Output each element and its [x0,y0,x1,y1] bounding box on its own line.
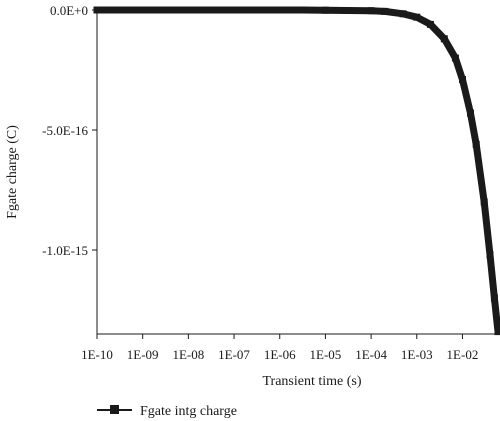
data-point [139,6,147,14]
data-point [467,109,474,117]
x-tick-label: 1E-07 [218,347,250,362]
plot-frame [96,10,498,335]
data-point [252,6,260,14]
legend-label: Fgate intg charge [140,404,237,419]
series-layer [93,6,500,336]
y-axis-title: Fgate charge (C) [5,125,20,219]
data-point [480,198,488,206]
y-tick-label: 0.0E+0 [50,3,88,18]
data-point [230,6,238,14]
data-point [184,6,192,14]
x-tick-label: 1E-10 [81,347,113,362]
x-axis-title: Transient time (s) [262,374,361,389]
data-point [427,20,434,28]
data-point [343,7,351,14]
y-tick-label: -5.0E-16 [42,123,88,138]
data-point [413,13,421,21]
data-point [494,328,500,336]
data-point [161,6,168,14]
legend-marker [110,405,119,414]
x-tick-label: 1E-04 [355,347,387,362]
data-point [367,7,375,15]
data-point [451,54,459,62]
legend: Fgate intg charge [97,404,237,419]
y-tick-label: -1.0E-15 [42,243,88,258]
data-point [486,251,494,259]
data-point [381,7,389,15]
x-tick-label: 1E-02 [447,347,479,362]
data-point [399,10,407,18]
y-axis-ticks: 0.0E+0 -5.0E-16 -1.0E-15 [42,3,97,258]
x-axis-ticks: 1E-10 1E-09 1E-08 1E-07 1E-06 1E-05 1E-04 1E-03… [81,334,478,362]
data-point [459,76,466,84]
x-tick-label: 1E-06 [264,347,296,362]
x-tick-label: 1E-09 [127,347,159,362]
data-point [206,6,214,14]
data-point [115,6,123,14]
data-point [472,140,480,148]
data-point [440,35,448,43]
data-point [321,6,329,14]
x-tick-label: 1E-03 [401,347,433,362]
series-line [97,6,500,332]
data-point [93,6,101,14]
data-point [490,294,498,302]
x-tick-label: 1E-05 [310,347,342,362]
data-point [298,6,305,14]
x-tick-label: 1E-08 [172,347,204,362]
data-point [276,6,284,14]
